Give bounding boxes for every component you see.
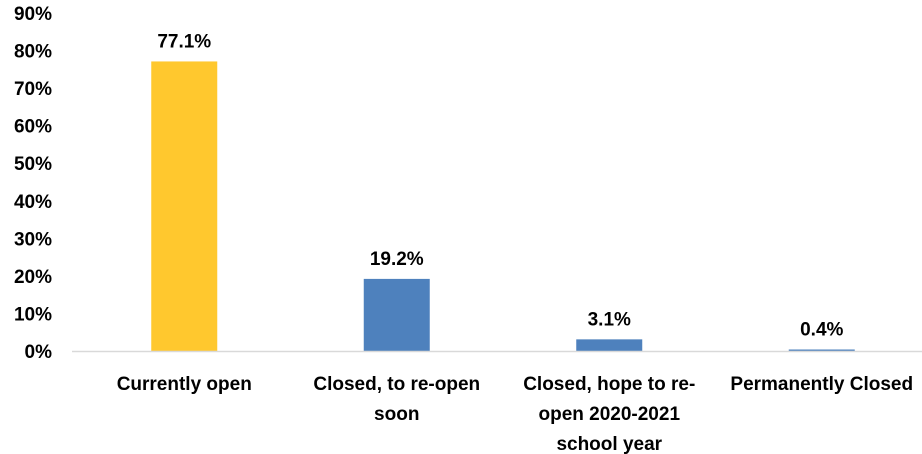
data-label: 0.4% <box>800 319 843 340</box>
y-tick-label: 60% <box>14 117 52 138</box>
category-label: Closed, to re-open soon <box>313 374 480 425</box>
bar <box>788 349 855 351</box>
y-tick-label: 90% <box>14 4 52 25</box>
category-label: Permanently Closed <box>730 374 913 395</box>
y-tick-label: 20% <box>14 267 52 288</box>
y-axis-tick-labels: 0% 10% 20% 30% 40% 50% 60% 70% 80% 90% <box>14 4 52 363</box>
y-tick-label: 30% <box>14 229 52 250</box>
y-tick-label: 10% <box>14 304 52 325</box>
bar <box>151 61 218 352</box>
data-labels: 77.1% 19.2% 3.1% 0.4% <box>157 31 843 340</box>
bars <box>151 61 855 352</box>
y-tick-label: 70% <box>14 79 52 100</box>
y-tick-label: 0% <box>25 342 53 363</box>
data-label: 19.2% <box>370 249 424 270</box>
y-tick-label: 50% <box>14 154 52 175</box>
data-label: 77.1% <box>157 31 211 52</box>
category-label: Closed, hope to re-open 2020-2021 school … <box>523 374 695 454</box>
y-tick-label: 80% <box>14 42 52 63</box>
category-label: Currently open <box>117 374 252 395</box>
bar <box>576 339 643 351</box>
bar <box>363 278 430 351</box>
data-label: 3.1% <box>588 309 631 330</box>
y-tick-label: 40% <box>14 192 52 213</box>
category-labels: Currently open Closed, to re-open soon Clos… <box>117 374 913 454</box>
